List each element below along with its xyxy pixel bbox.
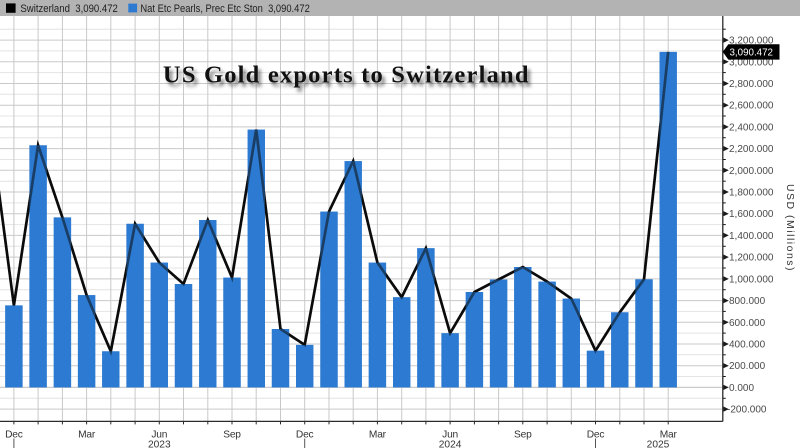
svg-text:Dec: Dec bbox=[296, 430, 314, 441]
svg-text:2,200.000: 2,200.000 bbox=[729, 144, 774, 155]
svg-text:3,200.000: 3,200.000 bbox=[729, 36, 774, 47]
svg-text:Dec: Dec bbox=[587, 430, 605, 441]
svg-text:Mar: Mar bbox=[369, 430, 387, 441]
svg-text:Nat Etc Pearls, Prec Etc Ston: Nat Etc Pearls, Prec Etc Ston 3,090.472 bbox=[140, 3, 309, 15]
svg-text:2,600.000: 2,600.000 bbox=[729, 101, 774, 112]
svg-text:Jun: Jun bbox=[442, 430, 458, 441]
svg-text:2,800.000: 2,800.000 bbox=[729, 79, 774, 90]
svg-text:1,800.000: 1,800.000 bbox=[729, 188, 774, 199]
svg-text:Sep: Sep bbox=[514, 430, 532, 441]
svg-text:Switzerland 3,090.472: Switzerland 3,090.472 bbox=[20, 3, 118, 15]
svg-text:Sep: Sep bbox=[223, 430, 241, 441]
svg-text:2,400.000: 2,400.000 bbox=[729, 122, 774, 133]
svg-text:400.000: 400.000 bbox=[729, 340, 766, 351]
svg-text:1,000.000: 1,000.000 bbox=[729, 274, 774, 285]
svg-text:1,200.000: 1,200.000 bbox=[729, 253, 774, 264]
svg-text:2025: 2025 bbox=[647, 439, 670, 448]
svg-text:0.000: 0.000 bbox=[729, 383, 754, 394]
svg-text:USD (Millions): USD (Millions) bbox=[784, 184, 796, 272]
svg-text:Mar: Mar bbox=[660, 430, 678, 441]
svg-text:1,400.000: 1,400.000 bbox=[729, 231, 774, 242]
svg-text:Jun: Jun bbox=[151, 430, 167, 441]
svg-text:2023: 2023 bbox=[148, 439, 171, 448]
svg-text:Dec: Dec bbox=[5, 430, 23, 441]
svg-text:US Gold exports to Switzerland: US Gold exports to Switzerland bbox=[163, 61, 530, 88]
svg-text:200.000: 200.000 bbox=[729, 361, 766, 372]
svg-text:3,000.000: 3,000.000 bbox=[729, 57, 774, 68]
svg-text:2,000.000: 2,000.000 bbox=[729, 166, 774, 177]
svg-text:1,600.000: 1,600.000 bbox=[729, 209, 774, 220]
svg-text:Mar: Mar bbox=[78, 430, 96, 441]
svg-text:600.000: 600.000 bbox=[729, 318, 766, 329]
svg-text:-200.000: -200.000 bbox=[727, 405, 767, 416]
svg-text:3,090.472: 3,090.472 bbox=[730, 47, 774, 59]
svg-text:2024: 2024 bbox=[439, 439, 462, 448]
svg-text:800.000: 800.000 bbox=[729, 296, 766, 307]
